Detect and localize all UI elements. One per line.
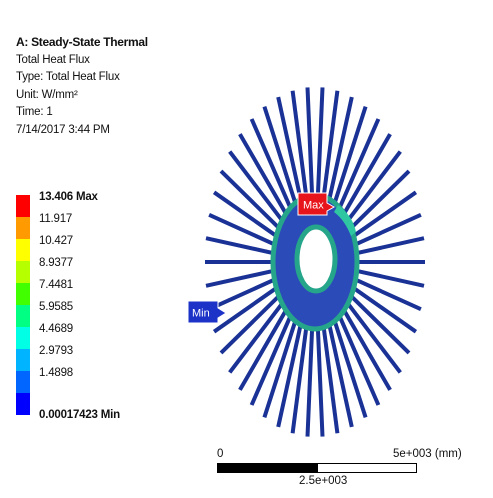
fin <box>208 212 278 248</box>
fin <box>354 236 425 256</box>
fin <box>354 268 425 288</box>
fin <box>249 118 294 213</box>
fin <box>340 133 392 218</box>
fin <box>238 306 290 391</box>
fin <box>347 169 411 232</box>
legend-swatch-5 <box>16 283 30 305</box>
fin <box>321 90 340 202</box>
legend-label: 1.4898 <box>39 367 73 379</box>
fin <box>305 323 315 437</box>
fin <box>347 292 411 355</box>
legend-swatch-3 <box>16 239 30 261</box>
fin <box>208 276 278 312</box>
min-probe-label: Min <box>192 308 210 320</box>
result-info-block: A: Steady-State Thermal Total Heat Flux … <box>16 34 148 140</box>
scale-zero-label: 0 <box>217 448 224 460</box>
fin <box>344 299 402 374</box>
fin <box>344 150 402 225</box>
fin <box>290 322 309 434</box>
result-date: 7/14/2017 3:44 PM <box>16 123 110 136</box>
fin <box>350 190 418 239</box>
fin <box>205 236 276 256</box>
fin <box>212 190 280 239</box>
fin <box>262 105 299 208</box>
legend-label: 8.9377 <box>39 257 73 269</box>
fin <box>276 96 304 205</box>
legend-label: 4.4689 <box>39 323 73 335</box>
fin <box>228 150 286 225</box>
scale-bar-dark-segment <box>217 463 317 473</box>
result-type: Type: Total Heat Flux <box>16 71 120 84</box>
max-probe[interactable]: Max <box>297 192 336 216</box>
max-probe-flag <box>297 192 336 216</box>
fin <box>249 311 294 406</box>
fin <box>331 105 368 208</box>
scale-end-label: 5e+003 (mm) <box>393 448 462 460</box>
fin <box>205 268 276 288</box>
min-probe-flag <box>187 300 227 324</box>
fin <box>331 316 368 419</box>
legend-swatch-6 <box>16 305 30 327</box>
fin <box>305 87 315 201</box>
fin <box>340 306 392 391</box>
core-hot-spot <box>334 205 356 236</box>
fin <box>352 212 422 248</box>
fin <box>336 311 381 406</box>
legend-swatch-8 <box>16 349 30 371</box>
fin <box>336 118 381 213</box>
fin <box>315 323 325 437</box>
fin <box>212 285 280 334</box>
fin <box>352 276 422 312</box>
fin <box>219 169 283 232</box>
fin <box>326 96 354 205</box>
min-probe[interactable]: Min <box>187 300 227 324</box>
fin <box>276 319 304 428</box>
fin <box>238 133 290 218</box>
legend-label: 5.9585 <box>39 301 73 313</box>
fin <box>262 316 299 419</box>
legend-swatch-1 <box>16 195 30 217</box>
legend-swatch-2 <box>16 217 30 239</box>
scale-bar-light-segment <box>317 463 417 473</box>
heat-sink-fins <box>205 87 425 437</box>
result-unit: Unit: W/mm² <box>16 88 78 101</box>
max-probe-label: Max <box>303 200 324 212</box>
analysis-title: A: Steady-State Thermal <box>16 35 148 49</box>
legend-swatch-9 <box>16 371 30 393</box>
legend-label: 11.917 <box>39 213 73 225</box>
legend-label: 10.427 <box>39 235 73 247</box>
fin <box>228 299 286 374</box>
legend-swatch-7 <box>16 327 30 349</box>
legend-max-label: 13.406 Max <box>39 191 98 203</box>
result-time: Time: 1 <box>16 106 53 119</box>
fin <box>290 90 309 202</box>
fin <box>315 87 325 201</box>
result-name: Total Heat Flux <box>16 53 90 66</box>
fin <box>321 322 340 434</box>
scale-mid-label: 2.5e+003 <box>299 475 348 487</box>
fin <box>350 285 418 334</box>
fin <box>219 292 283 355</box>
legend-swatch-4 <box>16 261 30 283</box>
legend-label: 2.9793 <box>39 345 73 357</box>
legend-swatch-10 <box>16 393 30 415</box>
legend-label: 7.4481 <box>39 279 73 291</box>
fin <box>326 319 354 428</box>
legend-min-label: 0.00017423 Min <box>39 409 120 421</box>
